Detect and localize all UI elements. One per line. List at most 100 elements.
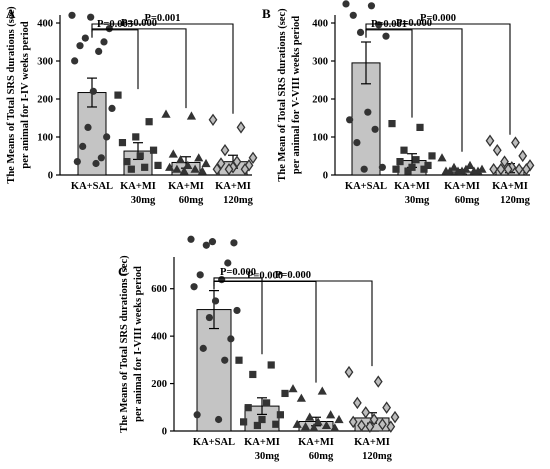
data-point — [92, 159, 100, 168]
data-point — [371, 125, 379, 133]
data-point — [76, 42, 84, 50]
data-point — [317, 386, 327, 395]
data-point — [236, 121, 246, 134]
y-axis-label: The Means of Total SRS durations (sec) — [119, 255, 130, 433]
y-tick-label: 400 — [151, 332, 167, 343]
x-tick-label: KA+MI — [120, 181, 156, 192]
data-point — [364, 108, 372, 116]
data-point — [361, 406, 371, 419]
data-point — [420, 165, 428, 173]
p-value-label: P=0.000 — [121, 18, 157, 29]
data-point — [71, 57, 79, 65]
data-point — [215, 415, 223, 424]
data-point — [404, 167, 412, 175]
panel-label: B — [262, 6, 271, 21]
data-point — [309, 423, 319, 432]
x-tick-sublabel: 120mg — [223, 195, 253, 206]
data-point — [240, 418, 248, 426]
data-point — [365, 420, 375, 433]
data-point — [208, 113, 218, 127]
data-point — [390, 410, 400, 424]
y-tick-label: 100 — [37, 133, 53, 144]
data-point — [179, 166, 189, 175]
data-point — [118, 139, 127, 147]
data-point — [249, 370, 257, 379]
panel-label: C — [118, 264, 127, 279]
data-point — [396, 158, 404, 166]
panel-b: B The Mean of Total SRS durations (sec) pe… — [262, 0, 535, 206]
data-point — [276, 411, 284, 419]
x-tick-sublabel: 30mg — [405, 195, 430, 206]
x-tick-label: KA+SAL — [193, 437, 235, 448]
data-point — [412, 156, 420, 164]
data-point — [272, 420, 280, 428]
data-point — [141, 163, 149, 171]
x-tick-label: KA+MI — [168, 181, 204, 192]
data-point — [114, 91, 122, 99]
data-point — [449, 162, 459, 171]
x-tick-sublabel: 60mg — [309, 451, 334, 462]
data-point — [469, 166, 479, 175]
data-point — [369, 413, 379, 426]
x-tick-label: KA+MI — [394, 181, 430, 192]
data-point — [244, 404, 252, 412]
data-point — [500, 155, 509, 168]
y-axis-label: The Means of Total SRS durations (sec) — [6, 6, 17, 184]
p-value-label: P=0.000 — [247, 270, 283, 281]
data-point — [68, 11, 76, 19]
data-point — [199, 344, 207, 352]
panel-label: A — [6, 6, 16, 21]
data-point — [224, 162, 234, 176]
data-point — [305, 412, 315, 421]
y-tick-label: 200 — [312, 95, 328, 106]
data-point — [202, 241, 210, 249]
y-tick-label: 200 — [37, 95, 53, 106]
y-tick-label: 200 — [151, 379, 167, 390]
data-point — [485, 134, 495, 147]
data-point — [373, 375, 383, 388]
data-point — [378, 418, 387, 431]
data-point — [216, 157, 226, 170]
data-point — [300, 422, 311, 431]
data-point — [424, 161, 432, 169]
data-point — [197, 166, 207, 175]
data-point — [326, 410, 336, 419]
p-value-label: P=0.000 — [220, 267, 256, 278]
data-point — [518, 149, 528, 163]
data-point — [408, 163, 416, 171]
data-point — [168, 149, 178, 158]
data-point — [253, 421, 261, 430]
data-point — [511, 136, 520, 149]
significance-bracket — [91, 23, 234, 114]
data-point — [321, 420, 332, 430]
x-tick-sublabel: 120mg — [362, 451, 392, 462]
data-point — [352, 396, 362, 410]
data-point — [382, 32, 390, 40]
y-tick-label: 300 — [37, 57, 53, 68]
y-tick-label: 400 — [37, 19, 53, 30]
data-point — [288, 384, 298, 393]
data-point — [344, 365, 354, 379]
x-tick-label: KA+MI — [215, 181, 251, 192]
data-point — [248, 151, 258, 165]
data-point — [281, 389, 289, 398]
data-point — [221, 356, 229, 364]
data-point — [172, 164, 182, 173]
data-point — [186, 111, 197, 120]
data-point — [313, 417, 323, 426]
x-tick-label: KA+MI — [354, 437, 390, 448]
data-point — [227, 335, 235, 343]
data-point — [375, 21, 383, 29]
data-point — [208, 238, 217, 246]
y-axis-label: per animal for V-VIII weeks period — [291, 16, 302, 174]
data-point — [103, 133, 111, 141]
data-point — [87, 13, 95, 21]
data-point — [382, 401, 392, 414]
data-point — [296, 393, 306, 402]
x-tick-sublabel: 30mg — [131, 195, 156, 206]
x-tick-sublabel: 60mg — [455, 195, 480, 206]
data-point — [132, 133, 140, 141]
data-point — [378, 163, 386, 171]
y-tick-label: 600 — [151, 284, 167, 295]
data-point — [233, 306, 241, 315]
